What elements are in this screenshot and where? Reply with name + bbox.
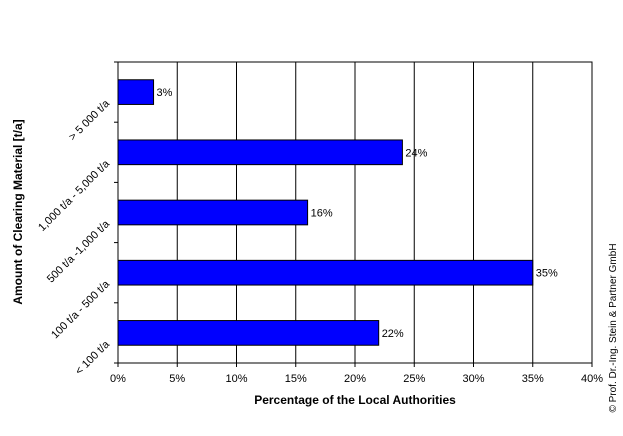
gridlines — [176, 62, 534, 363]
x-axis-ticks: 0% 5% 10% 15% 20% 25% 30% 35% 40% — [110, 363, 603, 385]
x-tick-label: 10% — [225, 373, 247, 385]
x-tick-label: 0% — [110, 373, 126, 385]
data-label: 16% — [311, 208, 333, 220]
data-label: 3% — [157, 87, 173, 99]
data-label: 22% — [382, 328, 404, 340]
bar — [117, 79, 155, 105]
y-category-label: < 100 t/a — [73, 338, 113, 378]
x-tick-label: 30% — [462, 373, 484, 385]
y-category-label: > 5 000 t/a — [67, 97, 113, 143]
x-tick-label: 20% — [344, 373, 366, 385]
bars: 3% 24% 16% 35% 22% — [117, 79, 558, 346]
x-tick-label: 40% — [581, 373, 603, 385]
x-axis-label: Percentage of the Local Authorities — [254, 393, 456, 407]
x-tick-label: 15% — [285, 373, 307, 385]
data-label: 35% — [536, 268, 558, 280]
y-axis-label: Amount of Clearing Material [t/a] — [11, 119, 25, 304]
y-category-label: 100 t/a - 500 t/a — [49, 278, 113, 342]
y-category-label: 500 t/a -1,000 t/a — [45, 218, 113, 286]
x-tick-label: 35% — [522, 373, 544, 385]
data-label: 24% — [405, 147, 427, 159]
bar — [117, 199, 309, 226]
bar — [117, 139, 403, 166]
bar — [117, 259, 534, 286]
bar — [117, 320, 380, 346]
x-tick-label: 25% — [403, 373, 425, 385]
x-tick-label: 5% — [169, 373, 185, 385]
copyright-notice: © Prof. Dr.-Ing. Stein & Partner GmbH — [608, 243, 619, 412]
